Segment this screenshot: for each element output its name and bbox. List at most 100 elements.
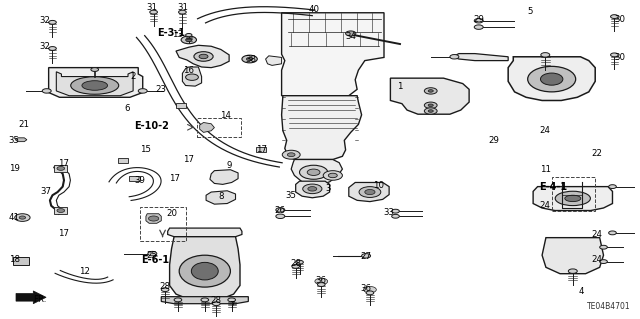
Text: 23: 23 [156,85,167,94]
Circle shape [392,209,399,213]
Ellipse shape [540,73,563,85]
Polygon shape [266,56,282,65]
Circle shape [424,102,437,108]
Text: 27: 27 [360,252,372,261]
Circle shape [424,108,437,114]
Circle shape [392,214,399,218]
Text: 35: 35 [8,136,20,145]
Text: 17: 17 [255,145,267,154]
Polygon shape [282,96,362,160]
Circle shape [91,68,99,71]
Bar [256,147,266,152]
Text: E-10-2: E-10-2 [134,121,169,131]
Polygon shape [390,78,469,114]
Text: 38: 38 [245,55,257,63]
Circle shape [212,302,220,306]
Text: 14: 14 [220,111,231,120]
Text: E-3-1: E-3-1 [157,28,186,39]
Bar [13,257,29,265]
Circle shape [49,20,56,24]
Circle shape [315,278,328,285]
Text: 41: 41 [8,213,20,222]
Ellipse shape [359,187,381,197]
Circle shape [328,173,337,178]
Circle shape [186,38,192,41]
Text: 36: 36 [360,284,372,293]
Ellipse shape [308,187,317,191]
Circle shape [138,89,147,93]
Circle shape [541,53,550,57]
Text: 35: 35 [285,191,297,200]
Circle shape [179,10,186,14]
Text: 17: 17 [168,174,180,182]
Circle shape [300,165,328,179]
Text: 39: 39 [134,176,145,185]
Circle shape [201,298,209,302]
Text: 8: 8 [218,192,223,201]
Ellipse shape [179,255,230,287]
Text: E-4-1: E-4-1 [540,182,568,192]
Circle shape [609,185,616,189]
Polygon shape [176,45,229,68]
Circle shape [148,251,157,256]
Circle shape [287,153,295,157]
Polygon shape [296,181,330,198]
Polygon shape [508,57,595,100]
Circle shape [307,169,320,175]
Text: 30: 30 [614,15,625,24]
Text: 9: 9 [227,161,232,170]
Circle shape [174,298,182,302]
Circle shape [323,171,342,180]
Polygon shape [291,160,342,185]
Circle shape [424,88,437,94]
Circle shape [186,74,198,80]
Text: 16: 16 [183,66,195,75]
Text: 30: 30 [614,53,625,62]
Text: 18: 18 [8,256,20,264]
Text: 28: 28 [290,259,301,268]
Circle shape [276,214,285,219]
Bar [129,176,140,181]
Polygon shape [56,72,133,96]
Polygon shape [282,13,384,96]
Text: 10: 10 [373,181,385,190]
Text: 11: 11 [540,165,551,174]
Text: 7: 7 [229,301,234,310]
Text: 17: 17 [58,159,70,168]
Text: 25: 25 [147,251,158,260]
Circle shape [474,25,483,29]
Ellipse shape [527,66,576,92]
Text: 20: 20 [166,209,177,218]
Circle shape [346,31,356,36]
Circle shape [611,53,618,57]
Circle shape [292,264,300,268]
Text: 3: 3 [325,184,330,193]
Circle shape [19,216,26,219]
Ellipse shape [365,189,375,195]
Circle shape [428,110,433,112]
Circle shape [317,283,325,286]
Text: 24: 24 [591,256,602,264]
Circle shape [49,47,56,50]
Polygon shape [16,291,46,304]
Circle shape [609,231,616,235]
Circle shape [161,288,169,292]
Polygon shape [170,237,240,299]
Circle shape [57,167,65,170]
Polygon shape [210,170,238,184]
Polygon shape [452,54,508,61]
Circle shape [450,55,459,59]
Polygon shape [15,138,27,142]
Text: 19: 19 [9,164,19,173]
Polygon shape [146,214,161,223]
Text: 17: 17 [58,229,70,238]
Polygon shape [182,67,202,86]
Text: 28: 28 [159,282,171,291]
Text: 32: 32 [39,16,51,25]
Ellipse shape [564,195,581,202]
Text: 1: 1 [397,82,403,91]
Text: FR.: FR. [33,295,46,304]
Ellipse shape [191,262,218,280]
Polygon shape [49,68,143,97]
Text: 24: 24 [540,201,551,210]
